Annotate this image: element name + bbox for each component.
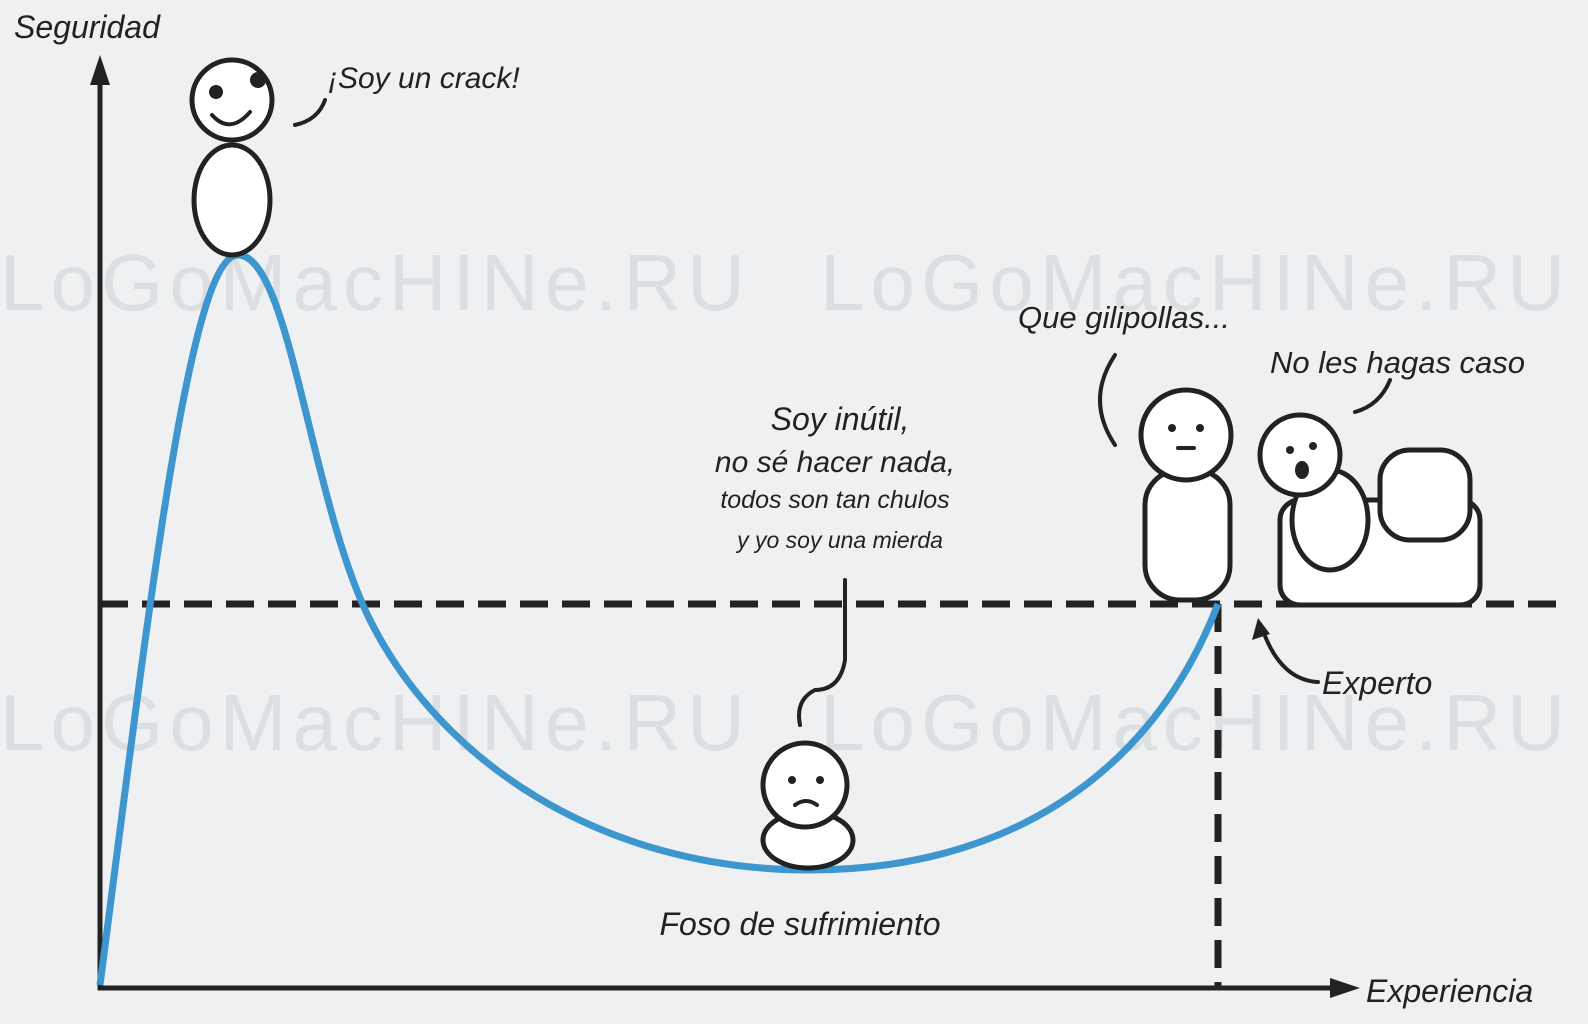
pit-thought: Soy inútil,: [771, 401, 910, 437]
peak-character: [189, 57, 275, 258]
watermark: LoGoMacHINe.RU: [0, 678, 751, 767]
curve: [96, 251, 1222, 986]
watermark: LoGoMacHINe.RU: [820, 238, 1571, 327]
sofa-caption: No les hagas caso: [1270, 345, 1525, 380]
speech-tick: [293, 98, 327, 127]
expert-character: [1138, 387, 1234, 603]
speech-tick: [797, 578, 847, 727]
sofa-character: [1257, 412, 1483, 608]
axes: [90, 55, 1360, 998]
expert-arrow: [1260, 626, 1320, 684]
expert-caption: Que gilipollas...: [1018, 300, 1230, 335]
pit-thought: todos son tan chulos: [720, 486, 949, 514]
pit-character: [760, 740, 856, 871]
pit-thought: y yo soy una mierda: [735, 527, 943, 553]
x-axis-label: Experiencia: [1366, 973, 1533, 1009]
speech-tick: [1353, 378, 1392, 414]
watermark: LoGoMacHINe.RU: [820, 678, 1571, 767]
speech-tick: [1098, 353, 1117, 447]
expert-arrow-head: [1252, 618, 1270, 640]
peak-caption: ¡Soy un crack!: [328, 62, 520, 95]
pit-caption: Foso de sufrimiento: [659, 906, 940, 942]
pit-thought: no sé hacer nada,: [715, 446, 955, 479]
expert-label: Experto: [1322, 665, 1432, 701]
y-axis-label: Seguridad: [14, 9, 161, 45]
watermark: LoGoMacHINe.RU: [0, 238, 751, 327]
